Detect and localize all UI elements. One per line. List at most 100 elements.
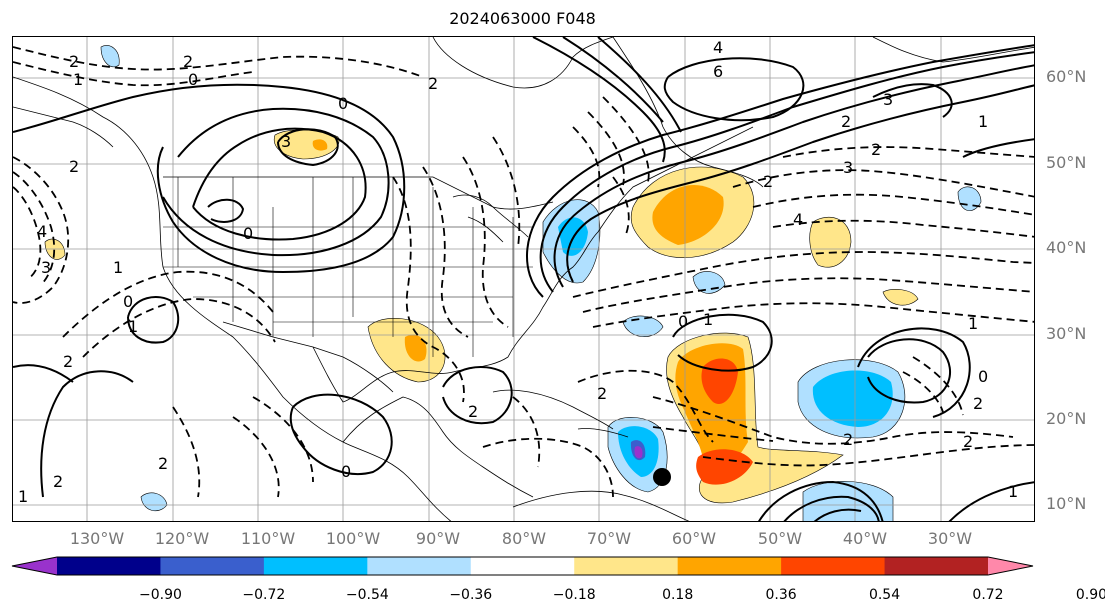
colorbar-segment — [884, 557, 989, 575]
contour-label: 1 — [1008, 482, 1018, 501]
contour-label: 2 — [963, 432, 973, 451]
colorbar-tick-label: 0.36 — [765, 587, 797, 603]
contour-label: 4 — [793, 210, 803, 229]
shaded-anomaly-fields — [44, 45, 982, 521]
contour-solid-13 — [289, 393, 393, 476]
contour-dashed-19 — [772, 219, 1034, 238]
lon-label: 130°W — [69, 529, 125, 548]
lon-label: 120°W — [154, 529, 210, 548]
colorbar-segment — [574, 557, 679, 575]
contours-solid — [13, 37, 1034, 521]
contour-dashed-26 — [232, 396, 314, 498]
contour-label: 1 — [978, 112, 988, 131]
contour-label: 3 — [883, 90, 893, 109]
canada-hudson — [432, 37, 614, 89]
colorbar-tick-label: 0.54 — [868, 587, 901, 603]
contour-solid-2 — [162, 107, 390, 257]
negative-anomaly-southeast — [802, 481, 894, 521]
contour-solid-16 — [872, 83, 1034, 158]
positive-anomaly-plains-core — [312, 139, 328, 151]
contour-label: 2 — [63, 352, 73, 371]
contour-solid-6 — [663, 57, 805, 122]
colorbar — [11, 556, 1034, 576]
contour-solid-9 — [672, 313, 773, 372]
positive-anomaly-tropics-core — [696, 358, 753, 485]
contour-solid-7 — [867, 338, 952, 404]
lat-label: 40°N — [1046, 238, 1087, 257]
colorbar-segment — [367, 557, 472, 575]
contour-label: 1 — [18, 487, 28, 506]
us-mexico-border — [222, 321, 394, 393]
contour-solid-8 — [857, 327, 971, 418]
contour-label: 4 — [713, 38, 723, 57]
contour-label: 0 — [978, 367, 988, 386]
contour-label: 2 — [468, 402, 478, 421]
contour-dashed-5 — [13, 186, 42, 280]
contour-label: 2 — [843, 430, 853, 449]
contour-solid-trough-3 — [566, 84, 1034, 283]
colorbar-tick-label: 0.72 — [972, 587, 1004, 603]
colorbar-tick-label: −0.72 — [242, 587, 286, 603]
contour-dashed-29 — [902, 356, 964, 416]
contour-solid-3 — [192, 127, 367, 241]
negative-anomaly-caribbean-max — [634, 446, 643, 459]
colorbar-tick-label: −0.36 — [449, 587, 493, 603]
lon-label: 70°W — [586, 529, 632, 548]
lat-label: 50°N — [1046, 153, 1087, 172]
pacific-coastline — [13, 76, 452, 521]
contour-label: 0 — [338, 94, 348, 113]
contour-solid-trough-2 — [553, 64, 1034, 288]
contour-label: 2 — [841, 112, 851, 131]
map-canvas: 2 1 0 2 3 0 0 2 4 6 3 2 1 2 3 4 2 1 2 0 … — [13, 37, 1034, 521]
colorbar-tick-label: −0.90 — [138, 587, 182, 603]
contour-label: 1 — [703, 310, 713, 329]
contour-dashed-16 — [592, 302, 1034, 328]
contour-label: 2 — [158, 454, 168, 473]
alaska-coast — [13, 106, 114, 148]
negative-anomaly-small-4 — [100, 45, 120, 68]
contour-dashed-22 — [652, 396, 1014, 445]
contour-dashed-25 — [482, 437, 614, 498]
contour-dashed-18 — [752, 193, 1034, 216]
lat-label: 60°N — [1046, 67, 1087, 86]
lon-label: 110°W — [240, 529, 296, 548]
negative-anomaly-small-5 — [140, 492, 168, 512]
contour-dashed-17 — [732, 169, 1034, 198]
contour-solid-1 — [13, 83, 406, 274]
lon-label: 40°W — [842, 529, 888, 548]
contour-label: 0 — [123, 292, 133, 311]
contour-solid-12 — [442, 366, 513, 425]
colorbar-tick-label: 0.90 — [1075, 587, 1105, 603]
colorbar-segment — [677, 557, 782, 575]
contour-label: 3 — [41, 258, 51, 277]
contour-dashed-8 — [392, 176, 465, 403]
contour-dashed-3 — [13, 156, 70, 304]
positive-anomaly-midatlantic — [809, 216, 852, 268]
contour-dashed-28 — [512, 396, 541, 468]
contour-labels: 2 1 0 2 3 0 0 2 4 6 3 2 1 2 3 4 2 1 2 0 … — [18, 38, 1018, 506]
positive-anomaly-small — [882, 289, 919, 306]
contour-label: 2 — [597, 384, 607, 403]
contour-label: 1 — [73, 70, 83, 89]
contour-solid-4 — [277, 128, 339, 167]
colorbar-extend-low — [12, 557, 57, 575]
lon-label: 90°W — [415, 529, 461, 548]
gulf-coastline — [312, 126, 754, 403]
contour-label: 0 — [243, 224, 253, 243]
contour-label: 0 — [678, 312, 688, 331]
south-america — [512, 490, 690, 521]
us-canada-border — [163, 176, 554, 210]
contour-label: 1 — [113, 258, 123, 277]
contour-label: 2 — [763, 172, 773, 191]
contour-label: 1 — [968, 314, 978, 333]
contour-dashed-9 — [422, 166, 469, 338]
contour-label: 6 — [713, 62, 723, 81]
contour-dashed-24 — [652, 426, 774, 442]
colorbar-tick-label: −0.18 — [552, 587, 596, 603]
contour-dashed-4 — [13, 171, 56, 286]
map-title: 2024063000 F048 — [449, 9, 596, 28]
contour-label: 2 — [183, 52, 193, 71]
lon-label: 30°W — [927, 529, 973, 548]
colorbar-segment — [57, 557, 161, 575]
colorbar-segment — [160, 557, 265, 575]
